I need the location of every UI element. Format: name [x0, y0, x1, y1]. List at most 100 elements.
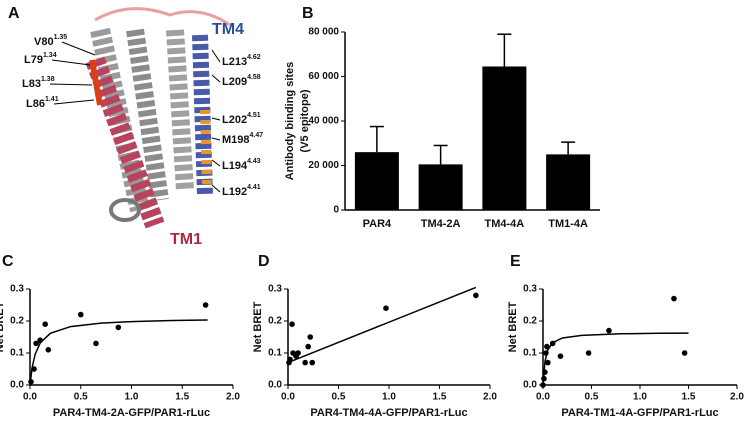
residue-position: 4.58	[247, 74, 261, 81]
helix	[166, 29, 194, 191]
data-point	[45, 347, 52, 353]
side-chains	[89, 59, 103, 106]
residue-label: V801.35	[34, 34, 67, 48]
data-point	[585, 350, 592, 356]
data-point	[671, 295, 677, 302]
residue: V80	[34, 36, 54, 48]
y-tick-label: 0.3	[10, 284, 24, 295]
panel-label: A	[8, 5, 20, 22]
data-point	[549, 340, 556, 347]
data-point	[543, 350, 549, 356]
residue-label: L2094.58	[222, 74, 261, 88]
data-point	[681, 350, 688, 356]
x-tick-label: PAR4	[363, 218, 392, 230]
y-tick-label: 0.2	[10, 316, 24, 327]
x-tick-label: 0.5	[332, 392, 346, 403]
data-point	[115, 324, 122, 331]
y-tick-label: 0.0	[523, 380, 537, 391]
protein-structure	[85, 7, 231, 229]
residue-position: 1.38	[41, 76, 55, 83]
residue-label: L2134.62	[222, 54, 261, 68]
data-point	[93, 340, 99, 347]
y-tick-label: 60 000	[308, 71, 339, 82]
residue-label: L2024.51	[222, 112, 261, 126]
data-point	[544, 343, 550, 350]
x-tick-label: 0.0	[23, 392, 37, 403]
y-tick-label: 0.3	[268, 284, 282, 295]
y-tick-label: 0.2	[268, 316, 282, 327]
panel-label: E	[510, 253, 521, 270]
residue-label: L1944.43	[222, 158, 261, 172]
pointer	[211, 74, 221, 83]
x-tick-label: 1.5	[175, 392, 189, 403]
data-point	[606, 327, 612, 334]
data-point	[289, 321, 295, 328]
x-tick-label: TM4-4A	[485, 218, 525, 230]
x-tick-label: 0.0	[536, 392, 550, 403]
data-point	[37, 337, 43, 344]
residue-position: 1.35	[54, 34, 68, 41]
loop	[94, 7, 231, 27]
data-point	[542, 369, 548, 376]
y-tick-label: 0.2	[523, 316, 537, 327]
pointer	[53, 99, 95, 105]
data-point	[545, 359, 551, 366]
pointer	[51, 59, 91, 66]
helix	[126, 28, 169, 202]
data-point	[309, 359, 316, 366]
bar	[482, 66, 527, 210]
helix-label: TM1	[170, 231, 202, 248]
x-axis-label: PAR4-TM1-4A-GFP/PAR1-rLuc	[561, 407, 718, 419]
x-axis-label: PAR4-TM4-2A-GFP/PAR1-rLuc	[53, 407, 210, 419]
x-tick-label: 0.5	[585, 392, 599, 403]
data-point	[305, 343, 312, 350]
residue-position: 1.34	[43, 52, 57, 59]
x-tick-label: 1.0	[633, 392, 647, 403]
y-tick-label: 20 000	[308, 160, 339, 171]
bar	[418, 164, 463, 210]
side-chains	[200, 109, 212, 186]
panel-label: B	[302, 5, 314, 22]
panel-label: D	[258, 253, 270, 270]
y-axis-label: Antibody binding sites	[284, 62, 296, 181]
y-tick-label: 0.1	[268, 348, 282, 359]
residue-label: L1924.41	[222, 184, 261, 198]
data-point	[302, 359, 308, 366]
data-point	[33, 340, 39, 347]
x-tick-label: 2.0	[226, 392, 240, 403]
pointer	[61, 41, 96, 56]
data-point	[383, 305, 389, 312]
fit-line	[29, 319, 208, 386]
y-tick-label: 0.3	[523, 284, 537, 295]
x-tick-label: 1.5	[682, 392, 696, 403]
y-tick-label: 0	[333, 205, 339, 216]
residue-label: L791.34	[24, 52, 57, 66]
x-tick-label: 1.0	[382, 392, 396, 403]
data-point	[307, 334, 314, 340]
fit-line	[542, 332, 689, 386]
y-axis-label: Net BRET	[0, 301, 6, 352]
y-tick-label: 0.0	[268, 380, 282, 391]
data-point	[473, 292, 479, 299]
helix-end	[109, 198, 141, 222]
data-point	[557, 353, 564, 360]
pointer	[211, 117, 221, 121]
residue: L194	[222, 160, 248, 172]
residue: M198	[222, 134, 250, 146]
data-point	[287, 356, 293, 363]
x-tick-label: 1.5	[433, 392, 447, 403]
y-tick-label: 40 000	[308, 116, 339, 127]
residue-position: 4.43	[247, 158, 261, 165]
residue-position: 4.62	[247, 54, 261, 61]
residue-position: 1.41	[45, 96, 59, 103]
residue-position: 4.51	[247, 112, 261, 119]
x-axis-label: PAR4-TM4-4A-GFP/PAR1-rLuc	[310, 407, 467, 419]
x-tick-label: 2.0	[730, 392, 744, 403]
panel-label: C	[2, 253, 14, 270]
data-point	[28, 379, 34, 385]
bar	[546, 154, 591, 210]
pointer	[49, 83, 93, 86]
residue: L86	[26, 98, 45, 110]
x-tick-label: 2.0	[483, 392, 497, 403]
